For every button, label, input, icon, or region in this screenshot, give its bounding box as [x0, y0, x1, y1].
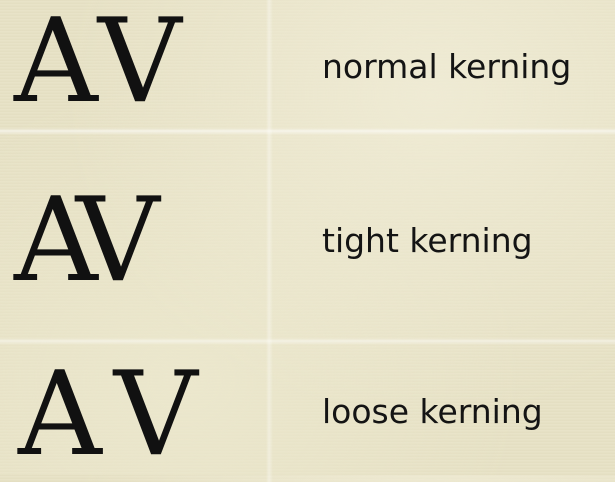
glyph-v: V	[97, 0, 182, 129]
tight-kerning-label: tight kerning	[322, 221, 533, 260]
av-normal-kerning-sample: AV	[14, 4, 182, 120]
glyph-a: A	[14, 0, 98, 129]
normal-kerning-label: normal kerning	[322, 47, 572, 86]
loose-kerning-label: loose kerning	[322, 392, 543, 431]
glyph-v: V	[113, 347, 198, 482]
glyph-a: A	[18, 347, 102, 482]
glyph-v: V	[75, 173, 160, 308]
glyph-a: A	[14, 173, 98, 308]
av-tight-kerning-sample: AV	[14, 183, 160, 299]
